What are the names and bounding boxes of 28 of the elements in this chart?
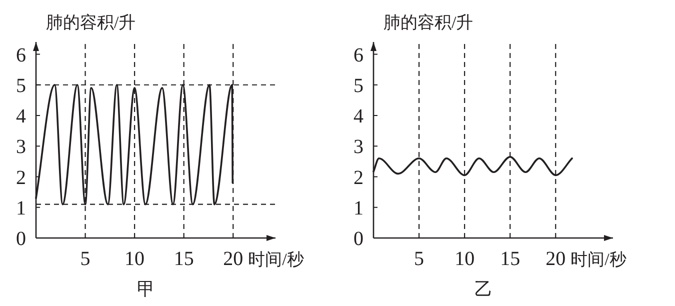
x-axis-title: 时间/秒 xyxy=(570,250,626,269)
y-tick-label: 1 xyxy=(16,197,26,220)
x-tick-label: 5 xyxy=(414,248,424,270)
y-tick-label: 5 xyxy=(16,74,26,97)
y-axis-title: 肺的容积/升 xyxy=(46,13,136,32)
y-tick-label: 2 xyxy=(16,166,26,189)
y-tick-label: 2 xyxy=(354,166,364,189)
text: 乙 xyxy=(474,279,492,299)
y-axis-title: 肺的容积/升 xyxy=(384,13,474,32)
text: 甲 xyxy=(136,279,155,299)
x-tick-label: 5 xyxy=(80,248,90,270)
x-tick-label: 15 xyxy=(174,248,194,270)
y-tick-label: 1 xyxy=(354,197,364,220)
y-tick-label: 5 xyxy=(354,74,364,97)
x-tick-label: 15 xyxy=(500,248,520,270)
x-tick-label: 10 xyxy=(124,248,145,270)
y-tick-label: 0 xyxy=(354,228,364,250)
y-tick-label: 0 xyxy=(16,228,26,250)
x-tick-label: 10 xyxy=(454,248,475,270)
y-tick-label: 6 xyxy=(16,44,26,66)
x-axis-title: 时间/秒 xyxy=(248,250,304,269)
y-tick-label: 3 xyxy=(354,136,364,158)
y-tick-label: 4 xyxy=(354,106,364,128)
y-tick-label: 3 xyxy=(16,136,26,158)
y-tick-label: 6 xyxy=(354,44,364,66)
x-tick-label: 20 xyxy=(223,248,244,270)
x-tick-label: 20 xyxy=(546,248,566,270)
y-tick-label: 4 xyxy=(16,106,26,128)
